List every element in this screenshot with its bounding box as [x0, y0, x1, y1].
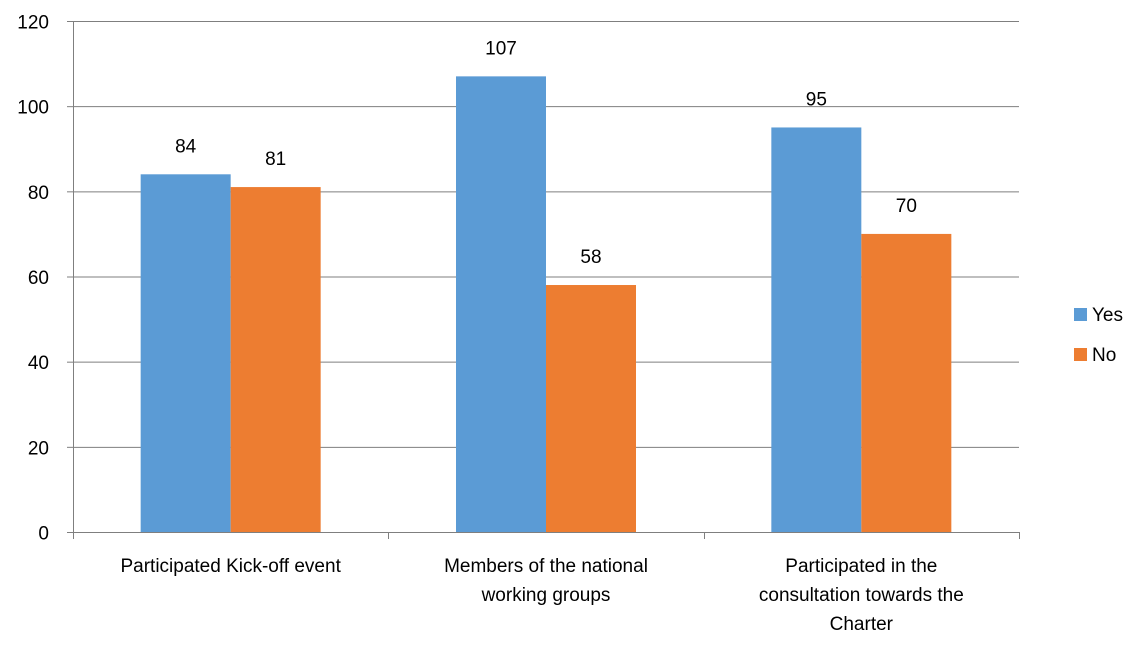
bar-no-2 [546, 285, 636, 532]
y-tick-label: 120 [17, 13, 49, 34]
x-category-label: Participated Kick-off event [120, 556, 341, 577]
data-label: 58 [580, 247, 601, 268]
legend-label-yes: Yes [1092, 305, 1123, 326]
data-label: 107 [485, 38, 517, 59]
x-category-label: Members of the national [444, 556, 648, 577]
legend-swatch-no [1074, 348, 1087, 361]
data-label: 81 [265, 149, 286, 170]
x-axis-category-labels: Participated Kick-off event Members of th… [120, 556, 963, 635]
x-category-label: consultation towards the [759, 585, 964, 606]
data-label: 84 [175, 136, 197, 157]
y-tick-label: 40 [28, 353, 49, 374]
legend-swatch-yes [1074, 308, 1087, 321]
data-label: 70 [896, 196, 917, 217]
y-tick-label: 60 [28, 268, 49, 289]
bar-no-1 [230, 187, 321, 532]
bar-no-3 [861, 233, 952, 532]
legend-label-no: No [1092, 345, 1116, 366]
y-tick-label: 20 [28, 438, 49, 459]
data-label: 95 [806, 89, 827, 110]
y-tick-label: 80 [28, 183, 49, 204]
x-category-label: Charter [830, 614, 894, 635]
bar-yes-3 [771, 127, 862, 532]
bars [140, 76, 952, 533]
legend: Yes No [1074, 305, 1123, 366]
y-tick-label: 100 [17, 98, 49, 119]
axes [67, 21, 1020, 539]
x-category-label: Participated in the [785, 556, 937, 577]
y-tick-label: 0 [38, 524, 49, 545]
data-labels: 84 81 107 58 95 70 [175, 38, 917, 268]
y-axis-tick-labels: 0 20 40 60 80 100 120 [17, 13, 49, 545]
x-category-label: working groups [481, 585, 611, 606]
bar-yes-2 [456, 76, 546, 532]
bar-yes-1 [140, 174, 231, 533]
